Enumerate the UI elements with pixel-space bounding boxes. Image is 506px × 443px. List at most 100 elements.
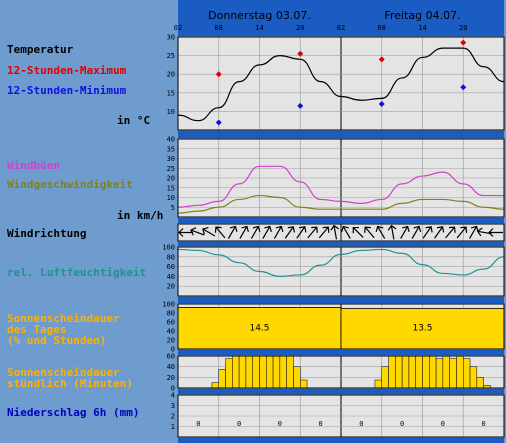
precipitation-value: 0 xyxy=(482,420,486,428)
temp-tick-label: 30 xyxy=(167,34,175,42)
wind-unit: in km/h xyxy=(117,209,164,222)
wind-direction-arrow xyxy=(352,226,364,238)
sunshine-hourly-tick-label: 40 xyxy=(167,363,175,371)
wind-direction-arrow xyxy=(330,224,340,240)
wind-direction-arrow xyxy=(341,225,351,239)
sunshine-daily-tick-label: 20 xyxy=(167,337,175,345)
day-label: Donnerstag 03.07. xyxy=(208,9,311,22)
panel-separator-4 xyxy=(178,297,504,303)
panel-separator-5 xyxy=(178,350,504,355)
hour-tick-label: 14 xyxy=(418,24,426,32)
wind-direction-arrow xyxy=(250,225,261,239)
wind-tick-label: 40 xyxy=(167,136,175,144)
min-temp-label: 12-Stunden-Minimum xyxy=(7,84,127,97)
min-temp-marker xyxy=(215,119,222,126)
wind-direction-arrow xyxy=(284,226,295,239)
sunshine-hourly-bar xyxy=(225,358,233,389)
wind-direction-arrow xyxy=(434,226,445,239)
sunshine-hourly-bar xyxy=(422,355,430,389)
panel-separator-6 xyxy=(178,389,504,394)
sunshine-hourly-bar xyxy=(388,355,396,389)
sunshine-daily-label: Sonnenscheindauer des Tages (% und Stund… xyxy=(7,312,120,347)
sunshine-daily-tick-label: 80 xyxy=(167,310,175,318)
sunshine-hourly-bar xyxy=(252,355,260,389)
precipitation-value: 0 xyxy=(278,420,282,428)
wind-direction-arrow xyxy=(273,225,284,239)
humidity-label: rel. Luftfeuchtigkeit xyxy=(7,266,147,279)
wind-tick-label: 25 xyxy=(167,165,175,173)
precipitation-label: Niederschlag 6h (mm) xyxy=(7,406,140,419)
wind-direction-arrow xyxy=(364,226,375,239)
max-temp-marker xyxy=(215,71,222,78)
precipitation-value: 0 xyxy=(319,420,323,428)
panel-border xyxy=(177,138,505,218)
sunshine-daily-tick-label: 40 xyxy=(167,328,175,336)
sunshine-hourly-bar xyxy=(300,379,308,389)
wind-tick-label: 10 xyxy=(167,194,175,202)
gust-label: Windböen xyxy=(7,159,60,172)
max-temp-marker xyxy=(378,56,385,63)
wind-direction-arrow xyxy=(178,228,193,237)
sunshine-hourly-label: Sonnenscheindauer stündlich (Minuten) xyxy=(7,366,133,390)
hour-tick-label: 08 xyxy=(378,24,386,32)
humidity-line xyxy=(177,248,505,278)
sunshine-daily-tick-label: 0 xyxy=(171,346,175,354)
wind-direction-arrow xyxy=(445,226,456,239)
wind-direction-arrow xyxy=(307,226,318,239)
wind-direction-arrow xyxy=(262,225,272,239)
temp-tick-label: 10 xyxy=(167,108,175,116)
hour-tick-label: 02 xyxy=(337,24,345,32)
temperature-label: Temperatur xyxy=(7,43,74,56)
max-temp-marker xyxy=(297,50,304,57)
sunshine-daily-bar xyxy=(340,308,505,350)
sunshine-daily-value: 14.5 xyxy=(249,324,269,334)
panel-separator-7 xyxy=(178,438,504,443)
humidity-tick-label: 40 xyxy=(167,273,175,281)
wind-tick-label: 20 xyxy=(167,175,175,183)
wind-direction-arrow xyxy=(239,225,249,239)
windspeed-label: Windgeschwindigkeit xyxy=(7,178,133,191)
wind-direction-arrow xyxy=(318,226,330,239)
sunshine-hourly-bar xyxy=(286,355,294,389)
wind-direction-arrow xyxy=(422,226,433,239)
sunshine-daily-value: 13.5 xyxy=(412,324,432,334)
sunshine-hourly-tick-label: 20 xyxy=(167,374,175,382)
sunshine-hourly-tick-label: 0 xyxy=(171,385,175,393)
sunshine-hourly-bar xyxy=(232,355,240,389)
wind-direction-arrow xyxy=(227,225,238,239)
wind-direction-arrow xyxy=(411,225,422,239)
sunshine-daily-tick-label: 100 xyxy=(162,301,175,309)
sunshine-hourly-bar xyxy=(211,382,219,389)
panel-separator-1 xyxy=(178,131,504,138)
windspeed-line xyxy=(177,194,505,214)
panel-border xyxy=(177,303,505,350)
panel-border xyxy=(177,355,505,389)
sunshine-hourly-bar xyxy=(449,358,457,389)
sunshine-hourly-bar xyxy=(272,355,281,389)
wind-direction-arrow xyxy=(400,225,410,239)
sunshine-hourly-bar xyxy=(456,355,464,389)
sunshine-hourly-bar xyxy=(401,355,410,389)
sunshine-hourly-bar xyxy=(442,355,450,389)
wind-direction-arrow xyxy=(190,227,205,236)
hour-tick-label: 08 xyxy=(215,24,223,32)
sunshine-hourly-bar xyxy=(435,358,444,389)
wind-direction-arrow xyxy=(469,225,479,239)
sunshine-hourly-bar xyxy=(374,379,383,389)
panel-border xyxy=(177,394,505,438)
sunshine-hourly-bar xyxy=(259,355,267,389)
wind-tick-label: 30 xyxy=(167,155,175,163)
sunshine-hourly-bar xyxy=(463,358,471,389)
sunshine-hourly-bar xyxy=(293,366,301,389)
sunshine-hourly-bar xyxy=(381,366,389,389)
precipitation-value: 0 xyxy=(400,420,404,428)
max-temp-label: 12-Stunden-Maximum xyxy=(7,64,127,77)
humidity-tick-label: 100 xyxy=(162,244,175,252)
precipitation-value: 0 xyxy=(237,420,241,428)
panel-separator-2 xyxy=(178,218,504,223)
panel-border xyxy=(177,246,505,297)
sunshine-daily-bar xyxy=(177,307,342,350)
temp-unit: in °C xyxy=(117,114,151,127)
wind-direction-arrow xyxy=(375,225,386,239)
